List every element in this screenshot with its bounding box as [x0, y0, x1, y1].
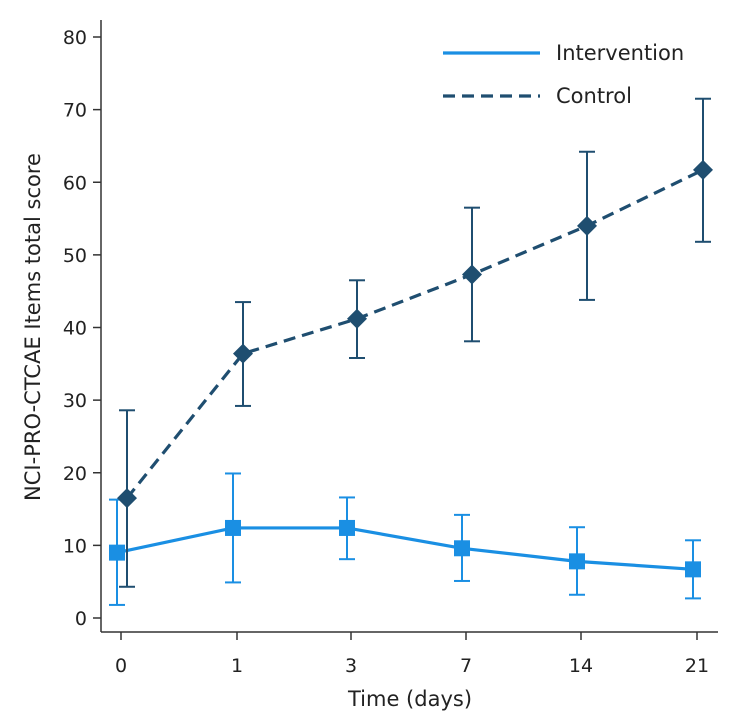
series-layer [109, 97, 713, 606]
x-tick-label: 21 [685, 655, 709, 677]
data-point-diamond [577, 215, 597, 236]
data-point-square [339, 519, 355, 536]
x-tick-label: 7 [460, 655, 472, 677]
y-tick-label: 50 [63, 245, 87, 267]
data-point-diamond [462, 264, 482, 285]
y-tick-label: 10 [63, 535, 87, 557]
data-point-diamond [233, 343, 253, 364]
y-tick-label: 40 [63, 318, 87, 340]
y-tick-label: 30 [63, 390, 87, 412]
y-tick-label: 80 [63, 27, 87, 49]
data-point-square [685, 561, 701, 578]
data-point-diamond [693, 159, 713, 180]
data-point-square [569, 553, 585, 570]
y-tick-label: 0 [75, 608, 87, 630]
series-intervention [109, 472, 701, 606]
data-point-diamond [117, 488, 137, 509]
legend-label-intervention: Intervention [556, 41, 684, 65]
data-point-square [109, 544, 125, 561]
data-point-square [225, 519, 241, 536]
legend-label-control: Control [556, 84, 632, 108]
y-tick-label: 60 [63, 172, 87, 194]
x-axis-title: Time (days) [347, 687, 472, 711]
series-line [125, 168, 704, 500]
x-tick-label: 14 [569, 655, 593, 677]
axes: 0 10 20 30 40 50 60 70 80 0 1 3 7 14 21 [63, 20, 718, 677]
data-point-diamond [347, 308, 367, 329]
x-tick-label: 0 [115, 655, 127, 677]
y-tick-label: 20 [63, 463, 87, 485]
data-point-square [454, 540, 470, 557]
series-line [116, 526, 694, 571]
series-control [117, 97, 713, 588]
x-tick-label: 3 [345, 655, 357, 677]
y-tick-label: 70 [63, 100, 87, 122]
y-axis-title: NCI-PRO-CTCAE Items total score [21, 153, 45, 501]
x-tick-label: 1 [231, 655, 243, 677]
legend: Intervention Control [443, 41, 684, 108]
